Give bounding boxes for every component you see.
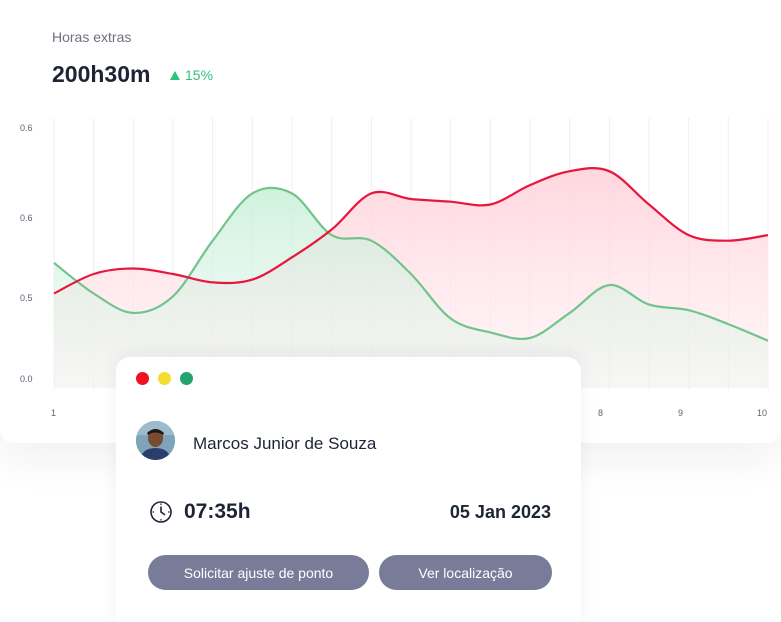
overtime-chart: 0.6 0.6 0.5 0.0 1 8 9 10 — [20, 118, 769, 418]
chart-title: Horas extras — [52, 29, 132, 45]
x-tick-label: 10 — [757, 408, 767, 418]
clock-in-time: 07:35h — [184, 500, 251, 523]
change-value: 15% — [185, 67, 214, 83]
user-photo-icon — [136, 421, 175, 460]
record-date: 05 Jan 2023 — [449, 502, 551, 522]
y-tick-label: 0.5 — [20, 293, 33, 303]
window-maximize-dot[interactable] — [180, 372, 193, 385]
y-axis: 0.6 0.6 0.5 0.0 — [20, 123, 33, 384]
y-tick-label: 0.6 — [20, 123, 33, 133]
clock-icon — [150, 501, 172, 523]
y-tick-label: 0.6 — [20, 213, 33, 223]
x-axis: 1 8 9 10 — [51, 408, 767, 418]
window-close-dot[interactable] — [136, 372, 149, 385]
view-location-button[interactable]: Ver localização — [379, 555, 552, 590]
employee-name: Marcos Junior de Souza — [193, 434, 377, 453]
avatar — [136, 421, 175, 460]
x-tick-label: 9 — [678, 408, 683, 418]
x-tick-label: 8 — [598, 408, 603, 418]
change-badge: 15% — [170, 67, 213, 83]
request-adjustment-button[interactable]: Solicitar ajuste de ponto — [148, 555, 369, 590]
x-tick-label: 1 — [51, 408, 56, 418]
arrow-up-icon — [170, 70, 180, 80]
employee-card: Marcos Junior de Souza 07:35h 05 Jan 202… — [116, 357, 581, 622]
series-red-line — [53, 167, 769, 295]
series-green-line — [53, 186, 769, 342]
series-green-area — [54, 187, 768, 388]
window-minimize-dot[interactable] — [158, 372, 171, 385]
overtime-total: 200h30m — [52, 61, 151, 87]
y-tick-label: 0.0 — [20, 374, 33, 384]
